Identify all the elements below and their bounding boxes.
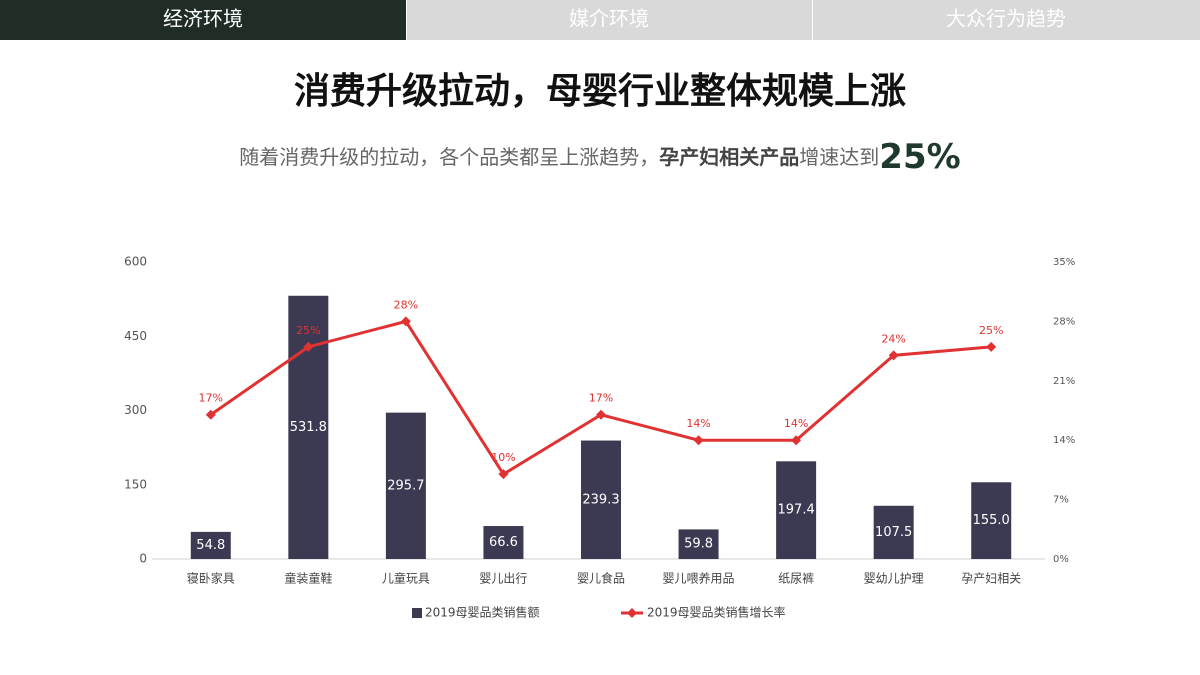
bar bbox=[483, 526, 524, 559]
bar-value-label: 66.6 bbox=[489, 535, 518, 550]
subtitle-mid: 增速达到 bbox=[799, 145, 879, 169]
legend-swatch bbox=[627, 608, 637, 618]
y2-tick-label: 21% bbox=[1053, 376, 1075, 387]
bar bbox=[678, 529, 719, 559]
bar-value-label: 155.0 bbox=[973, 513, 1010, 528]
bar bbox=[971, 482, 1012, 559]
bar bbox=[190, 531, 231, 559]
chart: 0 150 300 450 600 0% 7% 14% 21% 28% 35% 寝卧家具 童装童鞋 儿童玩… bbox=[124, 255, 1075, 620]
y2-tick-label: 14% bbox=[1053, 435, 1075, 446]
y-tick-label: 300 bbox=[124, 403, 147, 417]
title: 消费升级拉动，母婴行业整体规模上涨 bbox=[294, 71, 906, 112]
line-value-label: 25% bbox=[296, 324, 320, 337]
line-value-label: 17% bbox=[199, 392, 223, 405]
line-marker bbox=[303, 341, 314, 352]
subtitle-bold: 孕产妇相关产品 bbox=[659, 145, 799, 169]
y2-tick-label: 35% bbox=[1053, 257, 1075, 268]
line-marker bbox=[205, 409, 216, 420]
line-marker bbox=[596, 409, 606, 420]
tab[interactable] bbox=[813, 0, 1200, 40]
bar-value-label: 197.4 bbox=[778, 503, 815, 518]
y-tick-label: 600 bbox=[124, 255, 147, 269]
bar-value-label: 239.3 bbox=[582, 492, 619, 507]
x-tick-label: 婴儿喂养用品 bbox=[663, 571, 735, 586]
tab-label[interactable]: 大众行为趋势 bbox=[946, 7, 1066, 31]
line-value-label: 14% bbox=[784, 417, 808, 430]
line-marker bbox=[888, 350, 899, 361]
x-tick-label: 童装童鞋 bbox=[284, 571, 332, 586]
legend-label: 2019母婴品类销售增长率 bbox=[647, 605, 786, 620]
y-tick-label: 450 bbox=[124, 329, 147, 343]
tab-label[interactable]: 媒介环境 bbox=[569, 7, 649, 31]
subtitle-lead: 随着消费升级的拉动，各个品类都呈上涨趋势， bbox=[239, 145, 659, 169]
y2-tick-label: 7% bbox=[1053, 495, 1069, 506]
line-value-label: 24% bbox=[881, 332, 905, 345]
bar-value-label: 54.8 bbox=[196, 538, 225, 553]
bar bbox=[776, 461, 817, 559]
bar bbox=[385, 412, 426, 559]
legend-label: 2019母婴品类销售额 bbox=[425, 605, 540, 620]
bar bbox=[288, 295, 329, 559]
bar-value-label: 295.7 bbox=[387, 478, 424, 493]
tab-label[interactable]: 经济环境 bbox=[163, 7, 243, 31]
line-value-label: 10% bbox=[491, 451, 515, 464]
tab[interactable] bbox=[407, 0, 812, 40]
legend-swatch bbox=[412, 608, 422, 618]
tab-active[interactable] bbox=[0, 0, 406, 40]
y2-tick-label: 0% bbox=[1053, 554, 1069, 565]
line-value-label: 28% bbox=[394, 298, 418, 311]
subtitle-highlight: 25% bbox=[879, 137, 960, 177]
line-marker bbox=[986, 341, 997, 352]
bar bbox=[873, 505, 914, 559]
bar-value-label: 107.5 bbox=[875, 525, 912, 540]
line-marker bbox=[791, 435, 802, 446]
y2-tick-label: 28% bbox=[1053, 316, 1075, 327]
x-tick-label: 婴儿出行 bbox=[479, 572, 527, 586]
line-marker bbox=[400, 316, 411, 327]
line-value-label: 14% bbox=[686, 417, 710, 430]
x-tick-label: 纸尿裤 bbox=[778, 572, 814, 586]
y-tick-label: 150 bbox=[124, 477, 147, 491]
x-tick-label: 儿童玩具 bbox=[382, 571, 430, 586]
line-value-label: 17% bbox=[589, 392, 613, 405]
line-value-label: 25% bbox=[979, 324, 1003, 337]
bar-value-label: 59.8 bbox=[684, 537, 713, 552]
line-marker bbox=[498, 469, 509, 480]
line-marker bbox=[693, 435, 704, 446]
x-tick-label: 寝卧家具 bbox=[187, 571, 235, 586]
y-tick-label: 0 bbox=[139, 552, 147, 566]
x-tick-label: 孕产妇相关 bbox=[961, 572, 1021, 586]
x-tick-label: 婴幼儿护理 bbox=[864, 572, 924, 586]
bar bbox=[581, 440, 621, 559]
x-tick-label: 婴儿食品 bbox=[577, 571, 625, 586]
bar-value-label: 531.8 bbox=[290, 420, 327, 435]
subtitle: 随着消费升级的拉动，各个品类都呈上涨趋势，孕产妇相关产品增速达到25% bbox=[239, 137, 960, 177]
